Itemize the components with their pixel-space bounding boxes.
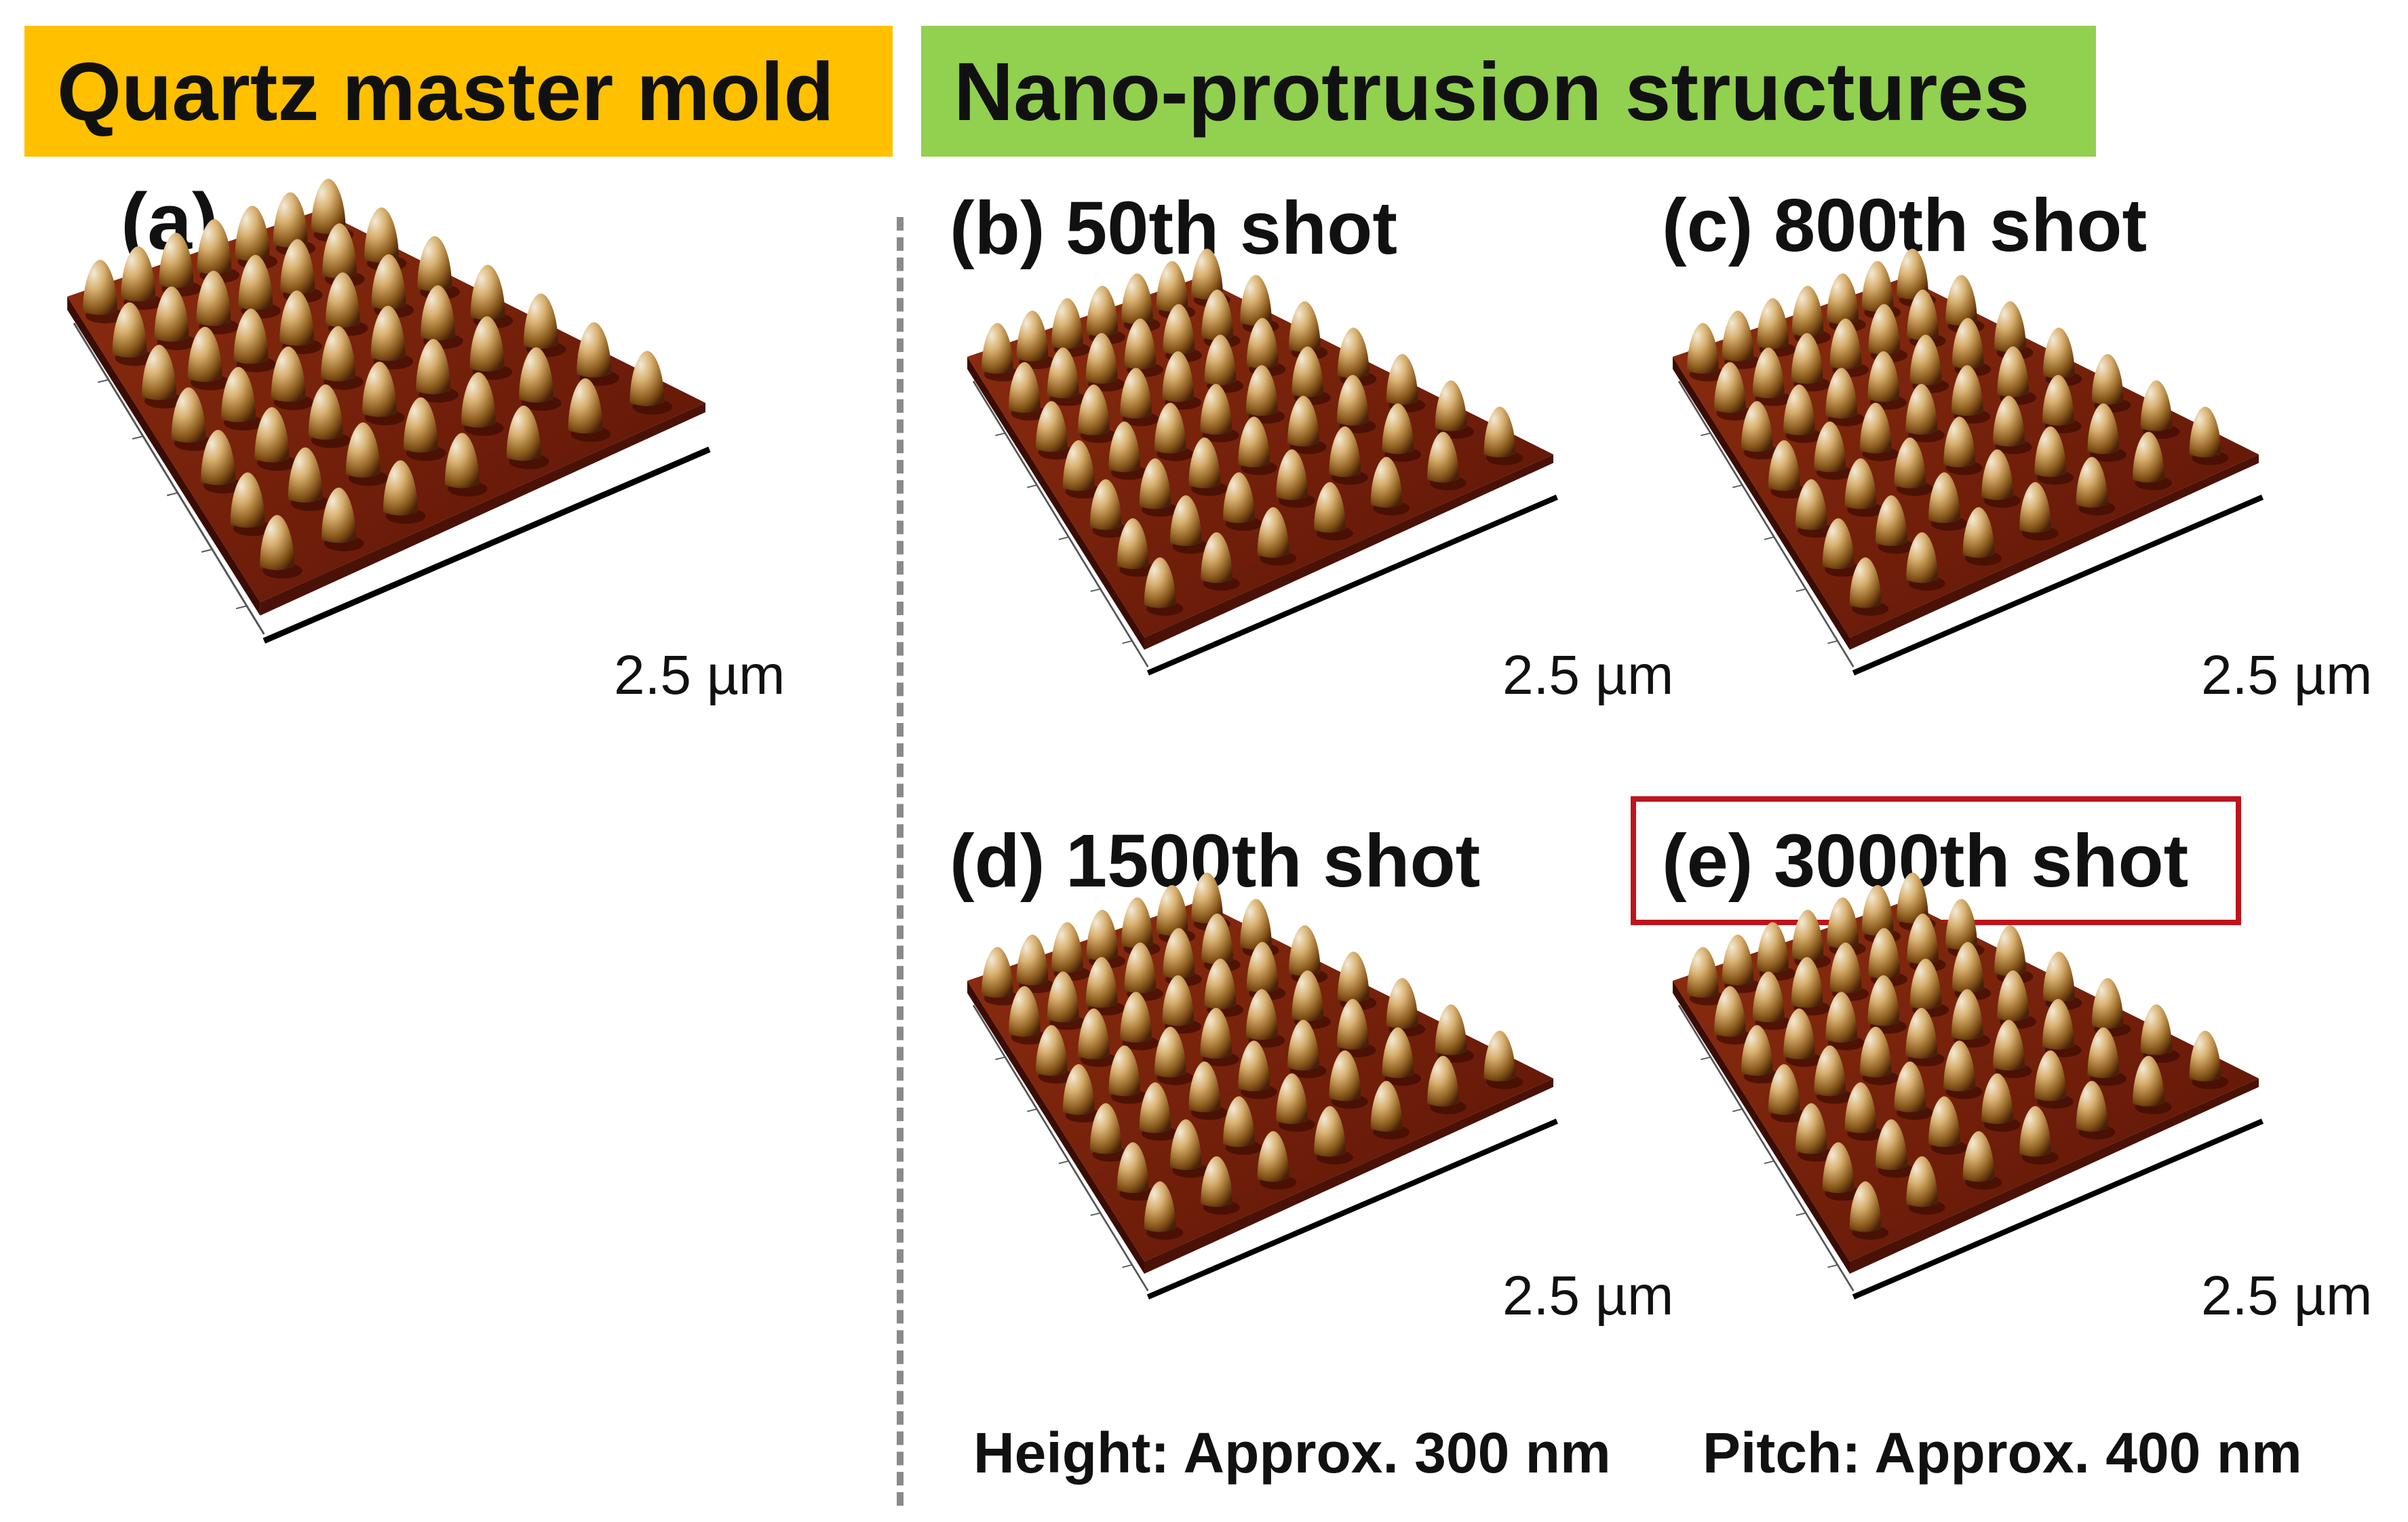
- quartz-master-mold-banner: Quartz master mold: [24, 26, 893, 157]
- afm-image-b: [967, 248, 1558, 676]
- panel-b-label: (b) 50th shot: [950, 187, 1397, 270]
- height-caption: Height: Approx. 300 nm: [973, 1421, 1611, 1485]
- panel-e-label: (e) 3000th shot: [1662, 819, 2189, 903]
- scale-bar-label-b: 2.5 µm: [1502, 644, 1674, 706]
- scale-bar-label-e: 2.5 µm: [2201, 1265, 2373, 1327]
- afm-image-a: [67, 178, 711, 644]
- scale-bar-label-d: 2.5 µm: [1502, 1265, 1674, 1327]
- scale-bar-label-c: 2.5 µm: [2201, 644, 2373, 706]
- afm-image-d: [967, 872, 1558, 1300]
- panel-divider: [897, 217, 904, 1506]
- afm-image-e: [1673, 872, 2264, 1300]
- panel-c-label: (c) 800th shot: [1662, 184, 2148, 267]
- pitch-caption: Pitch: Approx. 400 nm: [1703, 1421, 2302, 1485]
- nano-protrusion-banner: Nano-protrusion structures: [921, 26, 2096, 157]
- scale-bar-label-a: 2.5 µm: [614, 644, 785, 706]
- afm-image-c: [1673, 248, 2264, 676]
